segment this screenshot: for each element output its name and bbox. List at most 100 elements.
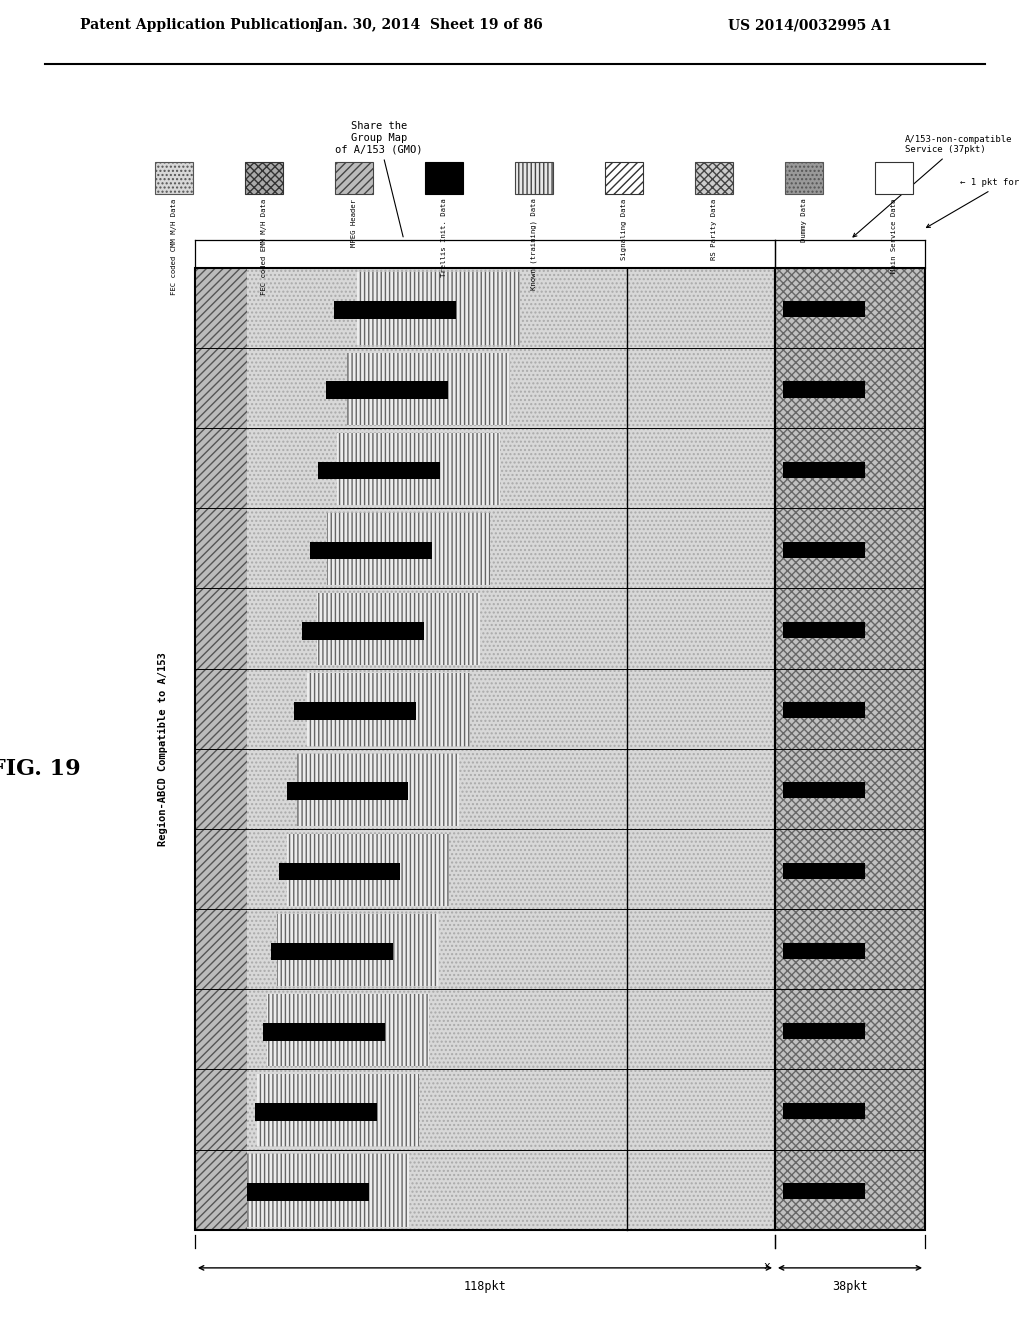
Bar	[782, 301, 865, 317]
Bar	[775, 589, 925, 668]
Bar	[195, 1150, 247, 1230]
Bar	[270, 942, 392, 961]
Bar	[775, 1150, 925, 1230]
Bar	[775, 668, 925, 748]
Bar	[775, 347, 925, 428]
Bar	[297, 754, 460, 826]
Bar	[318, 462, 440, 479]
Bar	[255, 1104, 377, 1121]
Bar	[155, 162, 193, 194]
Bar	[247, 1183, 369, 1201]
Bar	[287, 783, 409, 800]
Bar	[267, 994, 429, 1067]
Bar	[307, 673, 470, 746]
Bar	[310, 541, 432, 560]
Bar	[605, 162, 643, 194]
Bar	[195, 268, 247, 347]
Bar	[195, 909, 775, 989]
Bar	[327, 513, 489, 585]
Text: Main Service Data: Main Service Data	[891, 198, 897, 273]
Bar	[775, 909, 925, 989]
Bar	[775, 989, 925, 1069]
Bar	[195, 748, 775, 829]
Text: FIG. 19: FIG. 19	[0, 758, 80, 780]
Bar	[302, 622, 424, 640]
Bar	[782, 462, 865, 478]
Bar	[775, 829, 925, 909]
Bar	[775, 268, 925, 347]
Bar	[295, 702, 416, 719]
Bar	[195, 909, 247, 989]
Bar	[247, 1155, 410, 1226]
Bar	[195, 589, 247, 668]
Text: Jan. 30, 2014  Sheet 19 of 86: Jan. 30, 2014 Sheet 19 of 86	[317, 18, 543, 33]
Bar	[782, 862, 865, 879]
Bar	[195, 989, 775, 1069]
Bar	[775, 268, 925, 1230]
Bar	[195, 1150, 775, 1230]
Bar	[195, 829, 247, 909]
Bar	[195, 508, 775, 589]
Bar	[874, 162, 913, 194]
Bar	[425, 162, 463, 194]
Text: Share the
Group Map
of A/153 (GMO): Share the Group Map of A/153 (GMO)	[335, 121, 423, 236]
Text: 118pkt: 118pkt	[464, 1280, 507, 1292]
Text: MPEG Header: MPEG Header	[351, 198, 357, 247]
Bar	[326, 381, 447, 399]
Bar	[263, 1023, 385, 1040]
Bar	[195, 268, 775, 1230]
Text: Region-ABCD Compatible to A/153: Region-ABCD Compatible to A/153	[158, 652, 168, 846]
Bar	[515, 162, 553, 194]
Bar	[257, 1074, 420, 1146]
Bar	[775, 428, 925, 508]
Text: 38pkt: 38pkt	[833, 1280, 867, 1292]
Bar	[782, 622, 865, 638]
Text: Trellis Init. Data: Trellis Init. Data	[441, 198, 447, 277]
Bar	[775, 748, 925, 829]
Bar	[347, 352, 510, 425]
Bar	[334, 301, 456, 319]
Bar	[195, 668, 775, 748]
Text: Known (training) Data: Known (training) Data	[530, 198, 538, 290]
Text: Patent Application Publication: Patent Application Publication	[80, 18, 319, 33]
Bar	[195, 989, 247, 1069]
Text: ← 1 pkt for main: ← 1 pkt for main	[927, 178, 1024, 227]
Bar	[195, 347, 775, 428]
Bar	[195, 829, 775, 909]
Bar	[782, 783, 865, 799]
Text: US 2014/0032995 A1: US 2014/0032995 A1	[728, 18, 892, 33]
Bar	[245, 162, 283, 194]
Bar	[775, 1069, 925, 1150]
Bar	[195, 1069, 247, 1150]
Bar	[195, 748, 247, 829]
Bar	[195, 268, 775, 347]
Bar	[195, 589, 775, 668]
Bar	[195, 428, 775, 508]
Text: x: x	[764, 1261, 770, 1271]
Bar	[195, 428, 247, 508]
Bar	[195, 508, 247, 589]
Bar	[317, 593, 479, 665]
Bar	[278, 913, 439, 986]
Bar	[782, 942, 865, 958]
Bar	[195, 668, 247, 748]
Text: FEC coded EMM M/H Data: FEC coded EMM M/H Data	[261, 198, 267, 294]
Bar	[785, 162, 823, 194]
Bar	[782, 702, 865, 718]
Bar	[695, 162, 733, 194]
Text: Signaling Data: Signaling Data	[621, 198, 627, 260]
Bar	[782, 541, 865, 558]
Bar	[775, 508, 925, 589]
Bar	[782, 381, 865, 397]
Bar	[195, 1069, 775, 1150]
Bar	[195, 347, 247, 428]
Text: RS Parity Data: RS Parity Data	[711, 198, 717, 260]
Bar	[287, 834, 450, 906]
Bar	[782, 1104, 865, 1119]
Bar	[335, 162, 373, 194]
Text: A/153-non-compatible
Service (37pkt): A/153-non-compatible Service (37pkt)	[853, 135, 1013, 236]
Bar	[337, 433, 500, 506]
Bar	[782, 1183, 865, 1200]
Text: Dummy Data: Dummy Data	[801, 198, 807, 243]
Bar	[782, 1023, 865, 1039]
